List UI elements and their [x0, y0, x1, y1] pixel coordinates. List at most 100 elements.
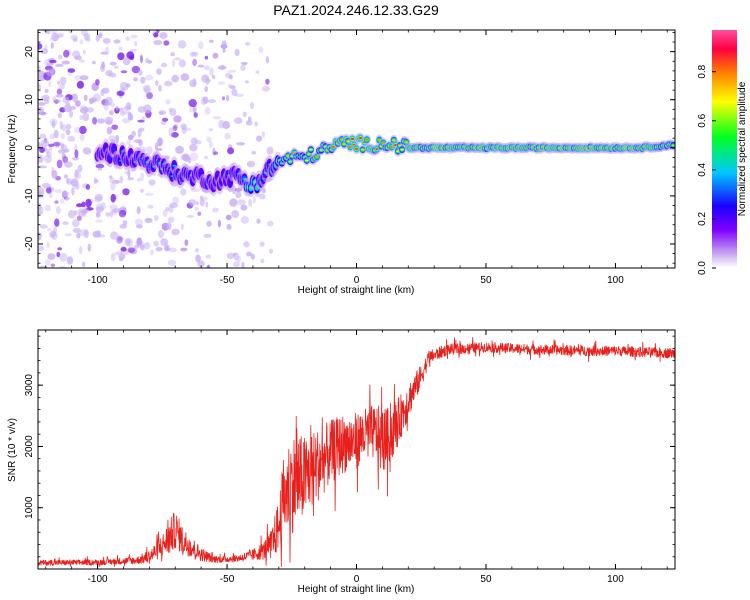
noise-blob [262, 85, 270, 92]
noise-blob [138, 127, 145, 132]
noise-blob [217, 219, 221, 228]
noise-blob [54, 218, 60, 227]
noise-blob [72, 50, 81, 59]
noise-blob [139, 244, 145, 251]
noise-blob [76, 232, 81, 239]
noise-blob [113, 65, 119, 69]
noise-blob [144, 192, 154, 197]
noise-blob [180, 153, 189, 161]
noise-blob [56, 251, 61, 258]
noise-blob [74, 74, 80, 81]
noise-blob [44, 259, 51, 266]
noise-blob [102, 38, 111, 44]
noise-blob [155, 142, 158, 152]
noise-blob [157, 139, 163, 147]
noise-blob [67, 210, 76, 219]
noise-blob [53, 129, 59, 139]
ridge-core [360, 148, 365, 151]
noise-blob [72, 156, 79, 161]
noise-blob [92, 230, 101, 238]
noise-blob [233, 117, 243, 124]
noise-blob [144, 74, 154, 81]
x-tick-label: 50 [480, 574, 492, 585]
ridge-core [354, 148, 359, 150]
noise-blob [136, 237, 142, 246]
noise-blob [256, 218, 261, 224]
noise-blob [46, 241, 50, 249]
noise-blob [227, 69, 236, 73]
noise-blob [150, 249, 154, 256]
colorbar: 0.0 0.2 0.4 0.6 0.8 Normalized spectral ampl… [697, 30, 748, 275]
noise-blob [107, 120, 113, 125]
noise-blob [58, 32, 64, 38]
noise-blob [178, 59, 186, 68]
noise-blob [145, 58, 150, 63]
noise-blob [261, 131, 265, 138]
noise-blob [95, 206, 104, 213]
noise-blob [100, 51, 108, 55]
noise-blob [240, 216, 249, 224]
noise-blob [53, 35, 58, 39]
noise-blob [194, 248, 200, 253]
spectrogram-ylabel: Frequency (Hz) [7, 115, 18, 184]
noise-blob [59, 120, 63, 130]
noise-blob [62, 221, 69, 225]
noise-blob [206, 264, 211, 268]
noise-blob [206, 220, 212, 227]
figure-title: PAZ1.2024.246.12.33.G29 [273, 2, 439, 18]
noise-blob [77, 208, 87, 217]
noise-blob [160, 120, 167, 125]
noise-blob [47, 253, 56, 260]
noise-blob [63, 174, 69, 179]
noise-blob [172, 125, 178, 132]
noise-blob [45, 186, 52, 194]
noise-blob [74, 169, 79, 178]
noise-blob [157, 230, 164, 238]
snr-ylabel: SNR (10 * v/v) [7, 418, 18, 482]
noise-blob [41, 94, 50, 102]
y-tick-label: 0 [24, 145, 35, 151]
noise-blob [231, 88, 238, 96]
noise-blob [236, 142, 246, 146]
noise-blob [82, 261, 86, 268]
noise-blob [252, 196, 256, 204]
noise-blob [101, 87, 110, 94]
noise-blob [129, 113, 133, 121]
noise-blob [138, 69, 143, 76]
noise-blob [205, 77, 210, 85]
noise-blob [180, 188, 187, 196]
noise-blob [240, 204, 248, 211]
noise-blob [153, 215, 159, 221]
noise-blob [168, 127, 174, 137]
noise-blob [111, 180, 120, 185]
noise-blob [106, 126, 113, 135]
noise-blob [234, 93, 244, 98]
noise-blob [97, 118, 105, 124]
noise-blob [134, 218, 143, 226]
noise-blob [105, 46, 110, 56]
noise-blob [56, 88, 63, 95]
noise-blob [57, 112, 62, 119]
noise-blob [67, 135, 76, 142]
noise-blob [38, 65, 41, 71]
noise-blob [265, 56, 270, 64]
noise-blob [153, 32, 159, 38]
noise-blob [65, 129, 71, 136]
noise-blob [57, 247, 62, 251]
colorbar-tick-label: 0.4 [697, 162, 708, 176]
noise-blob [137, 177, 141, 182]
noise-blob [184, 239, 189, 246]
noise-blob [50, 263, 55, 268]
noise-blob [186, 214, 195, 218]
ridge-core [172, 164, 176, 167]
noise-blob [85, 184, 91, 190]
noise-blob [100, 64, 105, 73]
noise-blob [217, 65, 227, 70]
noise-blob [134, 40, 138, 47]
noise-blob [126, 238, 134, 247]
noise-blob [71, 93, 78, 103]
noise-blob [144, 217, 153, 224]
noise-blob [110, 182, 116, 191]
